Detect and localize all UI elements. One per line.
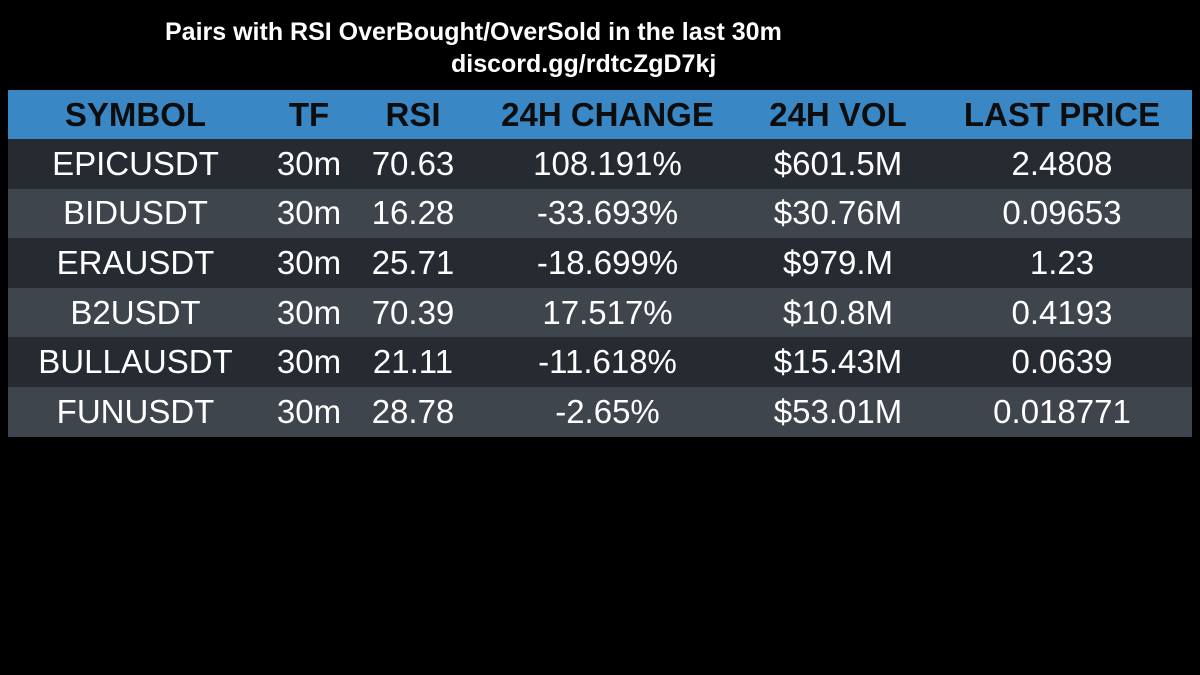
cell-symbol: EPICUSDT — [52, 144, 219, 182]
table-row: BIDUSDT 30m 16.28 -33.693% $30.76M 0.096… — [8, 188, 1192, 239]
cell-symbol: FUNUSDT — [56, 392, 215, 430]
cell-24h-vol: $979.M — [782, 243, 894, 281]
cell-last-price: 0.018771 — [993, 392, 1131, 430]
table-row: ERAUSDT 30m 25.71 -18.699% $979.M 1.23 — [8, 238, 1192, 288]
table-row: B2USDT 30m 70.39 17.517% $10.8M 0.4193 — [8, 287, 1192, 338]
column-header-last-price: LAST PRICE — [963, 95, 1161, 133]
cell-symbol: BIDUSDT — [63, 194, 208, 232]
cell-tf: 30m — [276, 293, 342, 331]
rsi-table: SYMBOL TF RSI 24H CHANGE 24H VOL LAST PR… — [8, 90, 1192, 437]
cell-24h-vol: $601.5M — [773, 144, 903, 182]
table-row: BULLAUSDT 30m 21.11 -11.618% $15.43M 0.0… — [8, 337, 1192, 387]
cell-24h-change: -33.693% — [536, 194, 679, 232]
cell-rsi: 70.63 — [371, 144, 455, 182]
cell-tf: 30m — [276, 392, 342, 430]
cell-symbol: BULLAUSDT — [38, 343, 233, 381]
cell-last-price: 2.4808 — [1011, 144, 1113, 182]
cell-24h-vol: $30.76M — [773, 194, 903, 232]
table-row: EPICUSDT 30m 70.63 108.191% $601.5M 2.48… — [8, 139, 1192, 189]
cell-rsi: 25.71 — [371, 243, 455, 281]
cell-rsi: 16.28 — [371, 194, 455, 232]
cell-24h-change: 17.517% — [542, 293, 673, 331]
cell-24h-change: -2.65% — [555, 392, 660, 430]
column-header-symbol: SYMBOL — [64, 95, 207, 133]
cell-last-price: 0.0639 — [1011, 343, 1113, 381]
cell-tf: 30m — [276, 144, 342, 182]
discord-link[interactable]: discord.gg/rdtcZgD7kj — [451, 50, 717, 78]
cell-last-price: 1.23 — [1029, 243, 1095, 281]
cell-last-price: 0.4193 — [1011, 293, 1113, 331]
table-row: FUNUSDT 30m 28.78 -2.65% $53.01M 0.01877… — [8, 386, 1192, 437]
column-header-tf: TF — [288, 95, 330, 133]
column-header-24h-change: 24H CHANGE — [501, 95, 714, 133]
page-title: Pairs with RSI OverBought/OverSold in th… — [165, 18, 782, 46]
cell-tf: 30m — [276, 343, 342, 381]
cell-tf: 30m — [276, 194, 342, 232]
cell-24h-vol: $53.01M — [773, 392, 903, 430]
cell-24h-change: 108.191% — [533, 144, 682, 182]
column-header-rsi: RSI — [385, 95, 441, 133]
cell-24h-change: -18.699% — [536, 243, 679, 281]
table-header-row: SYMBOL TF RSI 24H CHANGE 24H VOL LAST PR… — [8, 90, 1192, 139]
column-header-24h-vol: 24H VOL — [769, 95, 907, 133]
cell-24h-vol: $15.43M — [773, 343, 903, 381]
cell-symbol: B2USDT — [70, 293, 201, 331]
cell-last-price: 0.09653 — [1002, 194, 1122, 232]
cell-24h-change: -11.618% — [538, 343, 677, 381]
cell-rsi: 70.39 — [371, 293, 455, 331]
cell-rsi: 28.78 — [371, 392, 455, 430]
cell-rsi: 21.11 — [372, 343, 454, 381]
cell-symbol: ERAUSDT — [56, 243, 215, 281]
cell-24h-vol: $10.8M — [782, 293, 894, 331]
cell-tf: 30m — [276, 243, 342, 281]
